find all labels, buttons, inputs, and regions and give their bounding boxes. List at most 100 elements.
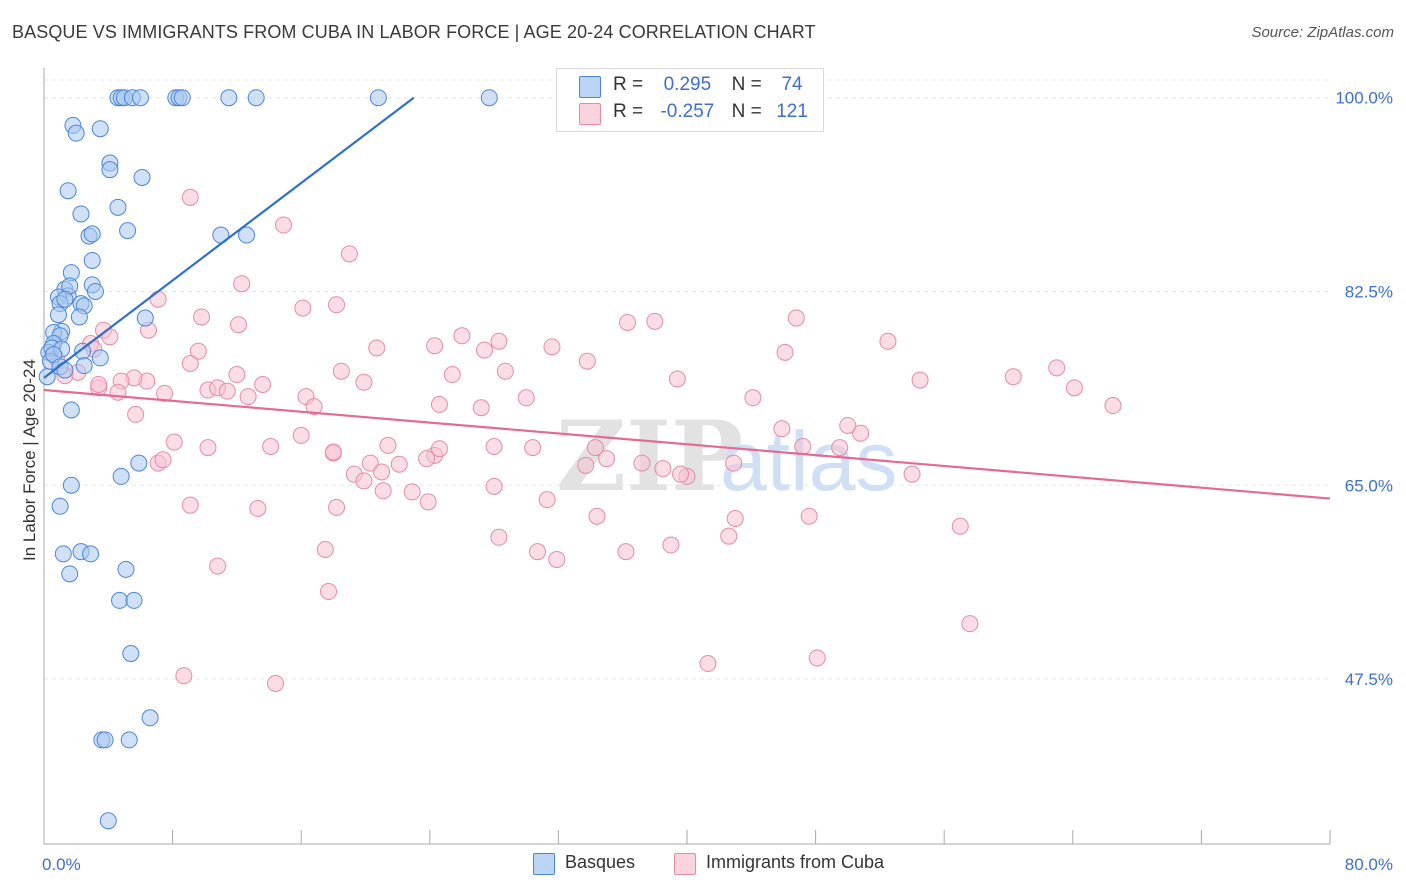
cuba-point bbox=[800, 507, 818, 525]
trend-lines bbox=[43, 96, 1331, 500]
cuba-point bbox=[903, 465, 921, 483]
tick-labels: 100.0% 82.5% 65.0% 47.5% 0.0% 80.0% bbox=[42, 89, 1393, 874]
basque-point bbox=[480, 89, 498, 107]
cuba-point bbox=[911, 371, 929, 389]
cuba-point bbox=[379, 436, 397, 454]
cuba-point bbox=[181, 354, 199, 372]
cuba-point bbox=[316, 540, 334, 558]
cuba-point bbox=[720, 527, 738, 545]
cuba-point bbox=[199, 439, 217, 457]
chart-title: BASQUE VS IMMIGRANTS FROM CUBA IN LABOR … bbox=[12, 22, 816, 42]
cuba-point bbox=[430, 395, 448, 413]
cuba-point bbox=[485, 477, 503, 495]
basque-point bbox=[131, 89, 149, 107]
bottom-legend-label: Immigrants from Cuba bbox=[706, 852, 885, 872]
cuba-point bbox=[249, 500, 267, 518]
cuba-point bbox=[292, 426, 310, 444]
cuba-point bbox=[517, 389, 535, 407]
cuba-point bbox=[368, 339, 386, 357]
cuba-point bbox=[472, 399, 490, 417]
basque-point bbox=[56, 290, 74, 308]
cuba-point bbox=[808, 649, 826, 667]
basque-point bbox=[238, 226, 256, 244]
basque-point bbox=[99, 812, 117, 830]
legend-n-value: 121 bbox=[776, 101, 808, 122]
basque-point bbox=[122, 645, 140, 663]
cuba-point bbox=[475, 341, 493, 359]
cuba-point bbox=[490, 332, 508, 350]
basque-point bbox=[111, 591, 129, 609]
cuba-trend-line bbox=[43, 388, 1331, 500]
cuba-point bbox=[239, 388, 257, 406]
basque-points bbox=[38, 89, 498, 830]
basque-point bbox=[136, 309, 154, 327]
cuba-point bbox=[373, 463, 391, 481]
basque-point bbox=[91, 349, 109, 367]
cuba-swatch bbox=[674, 853, 696, 875]
cuba-point bbox=[598, 450, 616, 468]
watermark-zip: ZIP bbox=[556, 400, 743, 513]
cuba-point bbox=[320, 583, 338, 601]
legend-r-value: -0.257 bbox=[660, 101, 715, 122]
bottom-legend-label: Basques bbox=[565, 852, 636, 872]
cuba-point bbox=[230, 316, 248, 334]
cuba-point bbox=[588, 507, 606, 525]
cuba-swatch bbox=[579, 103, 601, 125]
cuba-point bbox=[355, 472, 373, 490]
basque-point bbox=[56, 361, 74, 379]
cuba-point bbox=[361, 454, 379, 472]
basque-point bbox=[141, 709, 159, 727]
cuba-point bbox=[181, 496, 199, 514]
cuba-point bbox=[699, 655, 717, 673]
basque-point bbox=[369, 89, 387, 107]
basque-point bbox=[117, 560, 135, 578]
legend-r-label: R = bbox=[613, 74, 644, 95]
cuba-point bbox=[419, 493, 437, 511]
cuba-point bbox=[181, 188, 199, 206]
x-tick-label: 80.0% bbox=[1345, 855, 1393, 874]
cuba-point bbox=[340, 245, 358, 263]
cuba-point bbox=[586, 439, 604, 457]
basque-point bbox=[51, 497, 69, 515]
cuba-point bbox=[617, 543, 635, 561]
basque-point bbox=[109, 198, 127, 216]
cuba-point bbox=[787, 309, 805, 327]
basque-point bbox=[173, 89, 191, 107]
basque-point bbox=[83, 251, 101, 269]
legend-n-value: 74 bbox=[781, 74, 803, 95]
cuba-point bbox=[193, 308, 211, 326]
cuba-point bbox=[1004, 368, 1022, 386]
cuba-point bbox=[524, 439, 542, 457]
legend-r-value: 0.295 bbox=[663, 74, 712, 95]
basque-point bbox=[49, 306, 67, 324]
basque-point bbox=[86, 282, 104, 300]
cuba-point bbox=[430, 440, 448, 458]
y-tick-label: 100.0% bbox=[1335, 89, 1393, 108]
cuba-point bbox=[90, 375, 108, 393]
cuba-point bbox=[453, 327, 471, 345]
basque-point bbox=[61, 565, 79, 583]
basque-point bbox=[112, 467, 130, 485]
cuba-point bbox=[961, 615, 979, 633]
basque-point bbox=[83, 225, 101, 243]
basque-point bbox=[96, 731, 114, 749]
cuba-point bbox=[262, 437, 280, 455]
cuba-point bbox=[646, 312, 664, 330]
cuba-point bbox=[390, 455, 408, 473]
basques-swatch bbox=[533, 853, 555, 875]
watermark-atlas: atlas bbox=[720, 414, 897, 508]
cuba-point bbox=[328, 296, 346, 314]
cuba-point bbox=[209, 557, 227, 575]
basque-point bbox=[130, 454, 148, 472]
cuba-point bbox=[577, 456, 595, 474]
basque-point bbox=[54, 545, 72, 563]
cuba-point bbox=[839, 416, 857, 434]
basque-point bbox=[72, 205, 90, 223]
cuba-point bbox=[672, 465, 690, 483]
axes bbox=[43, 68, 1331, 845]
cuba-point bbox=[426, 337, 444, 355]
cuba-point bbox=[233, 275, 251, 293]
cuba-point bbox=[305, 398, 323, 416]
basque-point bbox=[133, 168, 151, 186]
cuba-point bbox=[324, 443, 342, 461]
